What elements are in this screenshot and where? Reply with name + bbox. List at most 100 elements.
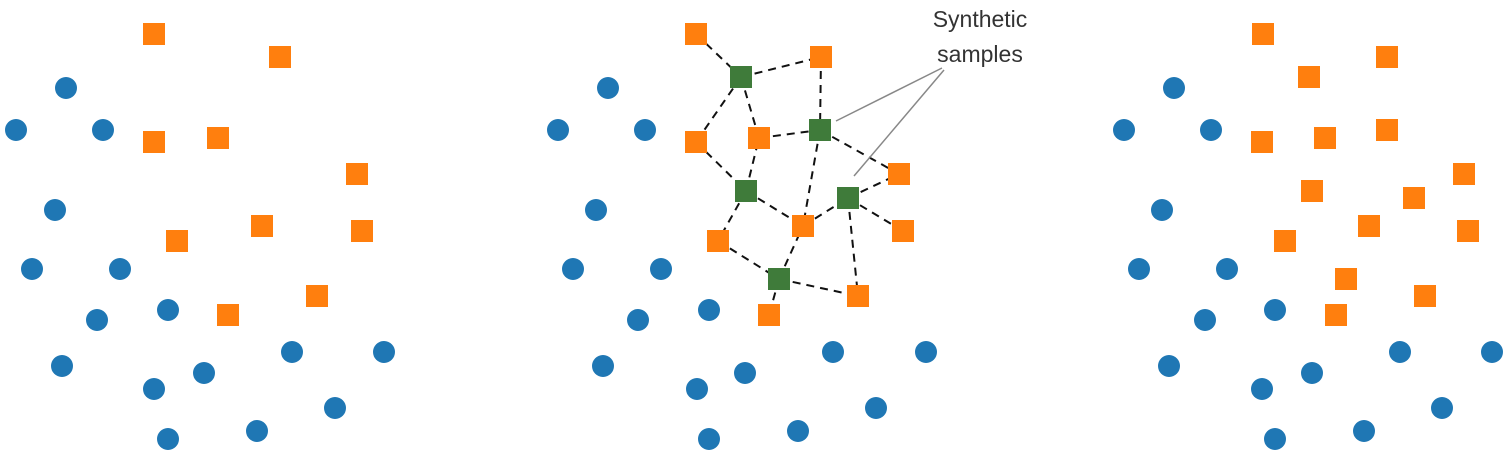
majority-point [21, 258, 43, 280]
majority-point [1194, 309, 1216, 331]
minority-sample [810, 46, 832, 68]
synthetic-sample [809, 119, 831, 141]
minority-sample [1325, 304, 1347, 326]
majority-point [698, 299, 720, 321]
majority-point [822, 341, 844, 363]
minority-sample [251, 215, 273, 237]
minority-sample [346, 163, 368, 185]
minority-sample [1251, 131, 1273, 153]
minority-sample [1376, 46, 1398, 68]
majority-point [246, 420, 268, 442]
minority-sample [1403, 187, 1425, 209]
minority-sample [685, 131, 707, 153]
points-original [5, 23, 395, 450]
majority-point [562, 258, 584, 280]
annotation-pointer-line-1 [835, 67, 943, 122]
minority-sample [1301, 180, 1323, 202]
majority-point [281, 341, 303, 363]
majority-point [865, 397, 887, 419]
majority-point [547, 119, 569, 141]
majority-point [1481, 341, 1503, 363]
majority-point [627, 309, 649, 331]
synthetic-samples-annotation: Synthetic samples [835, 6, 1028, 177]
minority-sample [351, 220, 373, 242]
annotation-label-line-1: Synthetic [933, 6, 1028, 32]
neighbor-edge [758, 129, 821, 139]
majority-point [157, 299, 179, 321]
synthetic-sample [735, 180, 757, 202]
minority-sample [1298, 66, 1320, 88]
majority-point [585, 199, 607, 221]
majority-point [1389, 341, 1411, 363]
minority-sample [306, 285, 328, 307]
majority-point [698, 428, 720, 450]
neighbor-edge [819, 56, 822, 131]
majority-point [324, 397, 346, 419]
minority-sample [847, 285, 869, 307]
minority-sample [1314, 127, 1336, 149]
majority-point [373, 341, 395, 363]
synthetic-sample [837, 187, 859, 209]
majority-point [157, 428, 179, 450]
minority-sample [1453, 163, 1475, 185]
points-result [1113, 23, 1503, 450]
data-points [5, 23, 1503, 450]
minority-sample [1457, 220, 1479, 242]
majority-point [1113, 119, 1135, 141]
minority-sample [143, 131, 165, 153]
minority-sample [217, 304, 239, 326]
majority-point [1151, 199, 1173, 221]
majority-point [5, 119, 27, 141]
neighbor-edge [745, 190, 804, 227]
majority-point [650, 258, 672, 280]
majority-point [1264, 299, 1286, 321]
majority-point [1431, 397, 1453, 419]
majority-point [1200, 119, 1222, 141]
majority-point [55, 77, 77, 99]
majority-point [1216, 258, 1238, 280]
majority-point [1264, 428, 1286, 450]
minority-sample [888, 163, 910, 185]
minority-sample [166, 230, 188, 252]
neighbor-edge [740, 56, 822, 78]
points-smote [547, 23, 937, 450]
majority-point [44, 199, 66, 221]
minority-sample [1252, 23, 1274, 45]
neighbor-edge [802, 129, 821, 227]
majority-point [915, 341, 937, 363]
majority-point [143, 378, 165, 400]
majority-point [592, 355, 614, 377]
minority-sample [143, 23, 165, 45]
minority-sample [1335, 268, 1357, 290]
minority-sample [758, 304, 780, 326]
neighbor-edge [847, 197, 904, 232]
majority-point [686, 378, 708, 400]
majority-point [1251, 378, 1273, 400]
annotation-pointer-line-2 [853, 69, 945, 177]
synthetic-sample [768, 268, 790, 290]
annotation-label-line-2: samples [937, 41, 1023, 67]
majority-point [634, 119, 656, 141]
majority-point [1128, 258, 1150, 280]
majority-point [1301, 362, 1323, 384]
neighbor-edge [847, 197, 859, 297]
minority-sample [1358, 215, 1380, 237]
minority-sample [1274, 230, 1296, 252]
majority-point [193, 362, 215, 384]
neighbor-edge [740, 76, 760, 139]
minority-sample [1376, 119, 1398, 141]
majority-point [787, 420, 809, 442]
majority-point [51, 355, 73, 377]
minority-sample [1414, 285, 1436, 307]
neighbor-edge [819, 129, 900, 175]
minority-sample [748, 127, 770, 149]
neighbor-edge [695, 33, 742, 78]
minority-sample [269, 46, 291, 68]
majority-point [92, 119, 114, 141]
neighbor-edge [778, 278, 859, 297]
minority-sample [207, 127, 229, 149]
majority-point [734, 362, 756, 384]
majority-point [109, 258, 131, 280]
majority-point [1158, 355, 1180, 377]
